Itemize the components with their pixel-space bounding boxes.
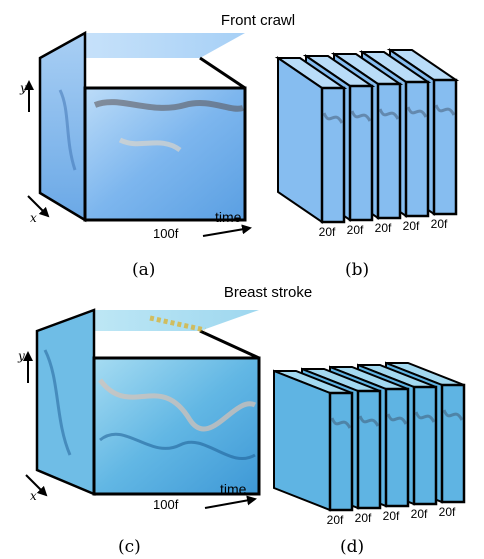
swimmer-streak	[118, 137, 182, 153]
swimmer-streak	[434, 104, 456, 116]
chunk-frames-label: 20f	[383, 509, 400, 523]
breast-stroke-chunks: 20f 20f 20f 20f 20f	[273, 361, 466, 527]
cube-frames-label: 100f	[153, 497, 179, 512]
swimmer-streak	[58, 89, 77, 171]
chunk-frames-label: 20f	[327, 513, 344, 527]
chunk-front-face	[356, 389, 382, 510]
time-axis-label: time	[215, 209, 242, 225]
swimmer-streak	[99, 432, 256, 461]
x-axis-label: x	[30, 489, 37, 503]
swimmer-streak	[414, 411, 436, 423]
chunk-front-face	[376, 82, 402, 220]
chunk-frames-label: 20f	[431, 217, 448, 231]
cube-top-edge	[199, 56, 246, 90]
chunk-front-face	[404, 80, 430, 218]
chunk-frames-label: 20f	[355, 511, 372, 525]
swimmer-streak	[406, 106, 428, 118]
chunk-frames-label: 20f	[375, 221, 392, 235]
swimmer-streak	[350, 110, 372, 122]
chunk-1: 20f	[274, 56, 348, 239]
breast-stroke-video-cube	[35, 308, 261, 496]
cube-left-face	[35, 308, 96, 496]
cube-front-face	[83, 86, 247, 222]
time-axis-label: time	[220, 481, 247, 497]
swimmer-streak	[386, 413, 408, 425]
cube-left-face	[38, 30, 87, 223]
cube-top-face	[40, 33, 245, 58]
swimmer-streak	[98, 378, 257, 432]
bottom-title: Breast stroke	[224, 284, 312, 301]
front-crawl-video-cube	[38, 30, 247, 223]
caption-a: (a)	[132, 260, 155, 280]
chunk-frames-label: 20f	[347, 223, 364, 237]
chunk-side-face	[273, 369, 331, 512]
x-axis-arrow	[25, 474, 48, 497]
chunk-front-face	[328, 391, 354, 512]
chunk-frames-label: 20f	[319, 225, 336, 239]
swimmer-streak	[378, 108, 400, 120]
swimmer-streak	[442, 409, 464, 421]
caption-b: (b)	[345, 260, 369, 280]
chunk-side-face	[277, 56, 323, 224]
chunk-front-face	[412, 385, 438, 506]
y-axis-label: y	[17, 349, 25, 363]
chunk-1: 20f	[273, 369, 354, 527]
chunk-front-face	[320, 86, 346, 224]
chunk-front-face	[384, 387, 410, 508]
time-axis-arrow	[204, 495, 257, 509]
cube-top-edge	[199, 329, 260, 360]
chunk-frames-label: 20f	[403, 219, 420, 233]
time-axis-arrow	[202, 224, 252, 237]
swimmer-streak	[358, 415, 380, 427]
chunk-front-face	[440, 383, 466, 504]
cube-front-face	[92, 356, 261, 496]
cube-frames-label: 100f	[153, 226, 179, 241]
lane-rope	[149, 315, 206, 333]
caption-d: (d)	[340, 537, 364, 557]
swimmer-streak	[330, 417, 352, 429]
front-crawl-chunks: 20f 20f 20f 20f 20f	[274, 48, 460, 239]
chunk-front-face	[432, 78, 458, 216]
chunk-front-face	[348, 84, 374, 222]
y-axis-label: y	[19, 81, 27, 95]
chunk-frames-label: 20f	[439, 505, 456, 519]
swimmer-streak	[322, 112, 344, 124]
chunk-frames-label: 20f	[411, 507, 428, 521]
swimmer-streak	[93, 99, 244, 112]
swimmer-streak	[43, 349, 72, 456]
x-axis-arrow	[27, 195, 50, 218]
x-axis-label: x	[30, 211, 37, 225]
top-title: Front crawl	[221, 12, 295, 29]
caption-c: (c)	[118, 537, 141, 557]
